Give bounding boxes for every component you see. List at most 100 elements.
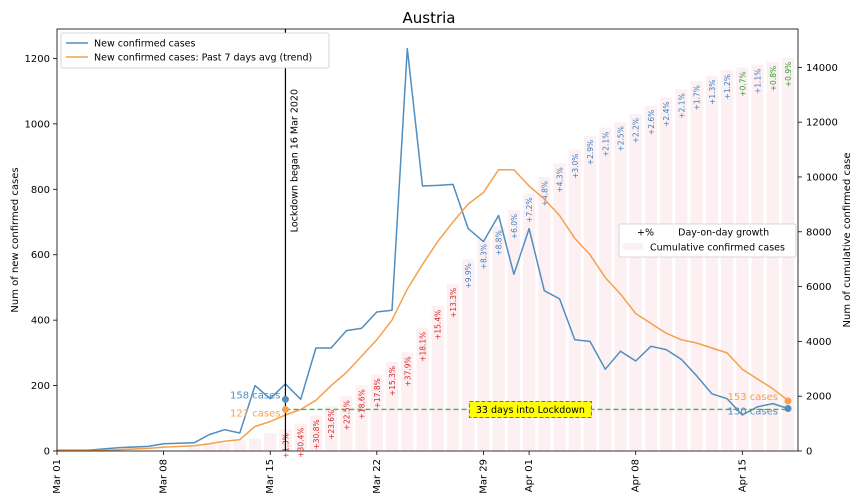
y-tick-label: 800 [31,185,50,196]
growth-label: +2.1% [677,93,686,118]
cumulative-bar [385,361,399,451]
cumulative-bar [477,240,490,451]
cumulative-bar [538,176,551,451]
cumulative-bar [751,64,764,451]
y-axis-left: 0 200 400 600 800 1000 1200 [25,54,57,458]
x-tick-label: Mar 01 [52,459,63,494]
y-tick-label: 0 [44,447,50,458]
growth-label: +13.3% [449,288,458,318]
cumulative-bar [325,405,338,451]
cumulative-bar [248,438,262,451]
growth-label: +9.9% [464,263,473,288]
point-label: 127 cases [230,408,280,419]
x-axis: Mar 01 Mar 08 Mar 15 Mar 22 Mar 29 Apr 01 Apr … [52,451,748,494]
lockdown-days-box [468,400,592,418]
plot-frame [56,28,799,452]
y-axis-label: Num of new confirmed cases [10,167,21,312]
y2-tick-label: 12000 [806,118,838,129]
legend-new-cases-label: New confirmed cases [94,39,196,50]
legend-trend-label: New confirmed cases: Past 7 days avg (tr… [94,53,312,64]
y2-axis-label: Num of cumulative confirmed case [842,153,853,328]
growth-label: +37.9% [403,356,412,386]
growth-label: +17.8% [373,378,382,408]
cumulative-bar [492,226,505,451]
legend-upper-box [60,32,330,69]
y2-tick-label: 8000 [806,227,831,238]
cumulative-bar [553,163,566,452]
y2-tick-label: 14000 [806,63,838,74]
cumulative-bar [629,113,642,451]
point-label: 158 cases [230,390,280,401]
x-tick-label: Mar 22 [372,459,383,494]
legend-growth-label: +% Day-on-day growth [637,228,769,239]
growth-label: +4.3% [556,167,565,192]
y-tick-label: 400 [31,316,50,327]
y-axis-right: 0 2000 4000 6000 8000 10000 12000 14000 [798,63,838,458]
cumulative-bar [233,440,246,451]
new-cases-line [57,47,789,452]
x-tick-label: Mar 29 [478,459,489,494]
lockdown-days-label: 33 days into Lockdown [476,405,585,416]
growth-label: +2.5% [616,126,625,151]
y-tick-label: 200 [31,381,50,392]
growth-label: +2.6% [647,110,656,135]
cumulative-bars [187,57,795,452]
cumulative-bar [675,89,688,452]
growth-label: +0.9% [784,62,793,87]
cumulative-bar [370,374,383,451]
growth-label: +22.5% [342,400,351,430]
y-tick-label: 1000 [25,119,50,130]
y-tick-label: 600 [31,250,50,261]
x-tick-label: Apr 08 [631,459,642,492]
cumulative-bar [568,149,581,452]
growth-label: +0.8% [769,66,778,91]
growth-label: +1.3% [708,80,717,105]
growth-label: +2.1% [601,132,610,157]
growth-label: +18.6% [358,389,367,419]
growth-label: +23.6% [327,410,336,440]
growth-label: +18.1% [419,332,428,362]
growth-label: +15.4% [434,310,443,340]
cumulative-bar [690,81,703,451]
cumulative-bar [507,209,520,451]
growth-label: +2.2% [632,118,641,143]
series-lines [57,47,789,452]
point-marker [281,405,289,413]
trend-line [57,168,789,452]
cumulative-bar [401,352,414,451]
growth-label: +3.0% [571,154,580,179]
cumulative-bar [203,444,216,451]
growth-label: +8.3% [479,244,488,269]
growth-label: +30.4% [297,428,306,458]
legend-cumulative-label: Cumulative confirmed cases [650,243,785,254]
point-marker [281,395,289,403]
cumulative-bar [644,105,658,452]
y2-tick-label: 2000 [806,392,831,403]
cumulative-bar [355,385,368,451]
growth-label: +2.9% [586,140,595,165]
lockdown-label: Lockdown began 16 Mar 2020 [289,89,300,232]
cumulative-bar [705,75,718,452]
point-marker [784,397,792,405]
point-label: 130 cases [728,406,778,417]
cumulative-bar [416,327,429,451]
cumulative-bar [431,305,444,451]
cumulative-bar [294,423,307,451]
y2-tick-label: 0 [806,447,812,458]
y-tick-label: 1200 [25,54,50,65]
growth-label: +7.2% [525,197,534,222]
growth-label: +0.7% [738,71,747,96]
legend-cumulative-swatch [623,243,643,250]
point-marker [784,404,792,412]
growth-label: +8.8% [495,230,504,255]
growth-label: +1.1% [754,69,763,94]
cumulative-bar [187,446,201,451]
legend-right: +% Day-on-day growth Cumulative confirme… [618,223,797,258]
growth-label: +4.8% [540,181,549,206]
annotations: Lockdown began 16 Mar 2020 33 days into L… [230,29,792,451]
x-tick-label: Mar 08 [159,459,170,494]
growth-label: +1.7% [693,85,702,110]
x-tick-label: Mar 15 [265,459,276,494]
cumulative-bar [523,193,536,451]
